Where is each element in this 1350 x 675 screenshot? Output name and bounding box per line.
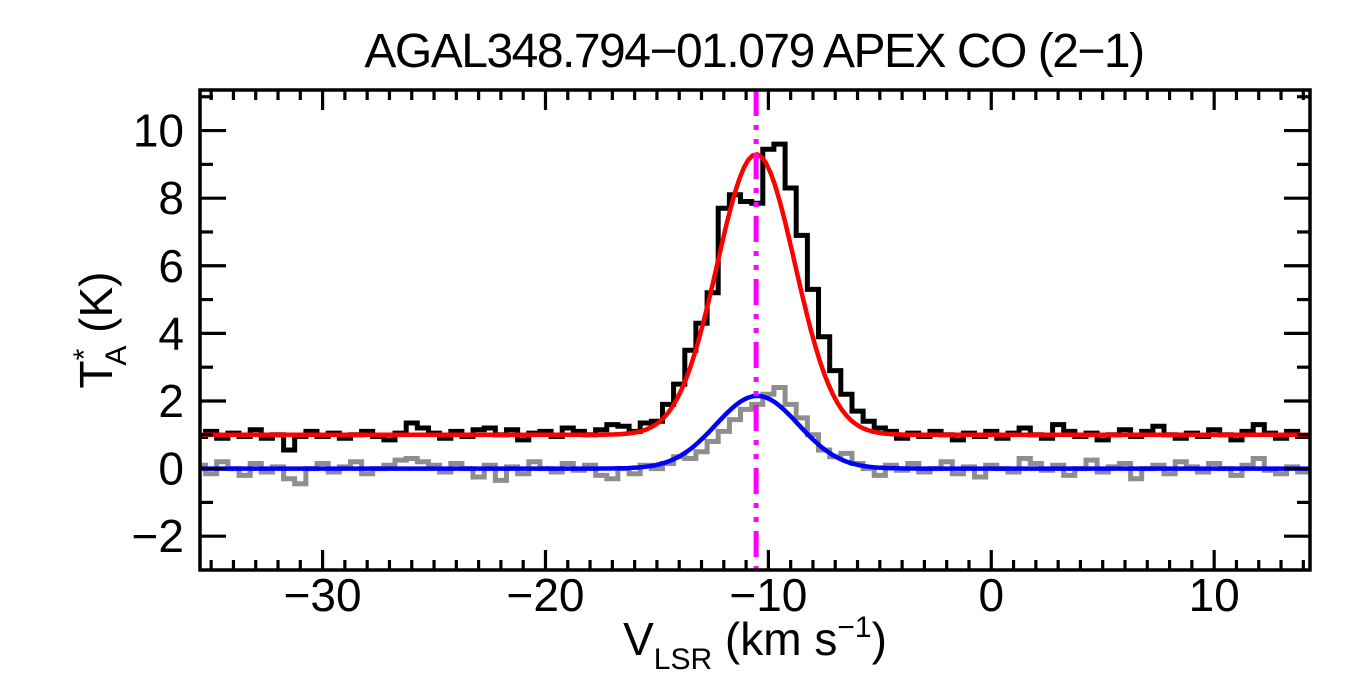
axes-layer [198, 88, 1312, 572]
axis-label-part: T [70, 360, 122, 388]
x-tick-label: −30 [284, 569, 362, 621]
x-tick-label: 0 [978, 569, 1004, 621]
axis-label-part: V [623, 613, 654, 665]
axis-label-part: −1 [837, 611, 871, 644]
axis-label-part: ) [872, 613, 887, 665]
axis-label-part: LSR [654, 643, 712, 675]
y-tick-label: 10 [133, 105, 184, 157]
gaussian-fit-offset-path [200, 393, 1310, 471]
x-tick-label: 10 [1189, 569, 1240, 621]
y-tick-label: 2 [158, 375, 184, 427]
y-tick-label: 6 [158, 240, 184, 292]
axis-label-part: * [68, 348, 101, 360]
y-tick-label: −2 [132, 510, 184, 562]
chart-title: AGAL348.794−01.079 APEX CO (2−1) [364, 25, 1143, 78]
y-tick-label: 4 [158, 307, 184, 359]
axis-label-part: (K) [70, 272, 122, 346]
spectra-layer [200, 141, 1310, 487]
plot-frame [198, 88, 1312, 572]
x-tick-label: −10 [729, 569, 807, 621]
observed-spectrum-path [200, 141, 1309, 453]
y-axis-label: T*A (K) [68, 272, 133, 389]
axis-label-part: (km s [712, 613, 837, 665]
y-tick-label: 0 [158, 443, 184, 495]
axis-label-part: A [100, 346, 133, 366]
x-axis-label: VLSR (km s−1) [623, 611, 887, 675]
y-tick-label: 8 [158, 172, 184, 224]
x-tick-label: −20 [506, 569, 584, 621]
